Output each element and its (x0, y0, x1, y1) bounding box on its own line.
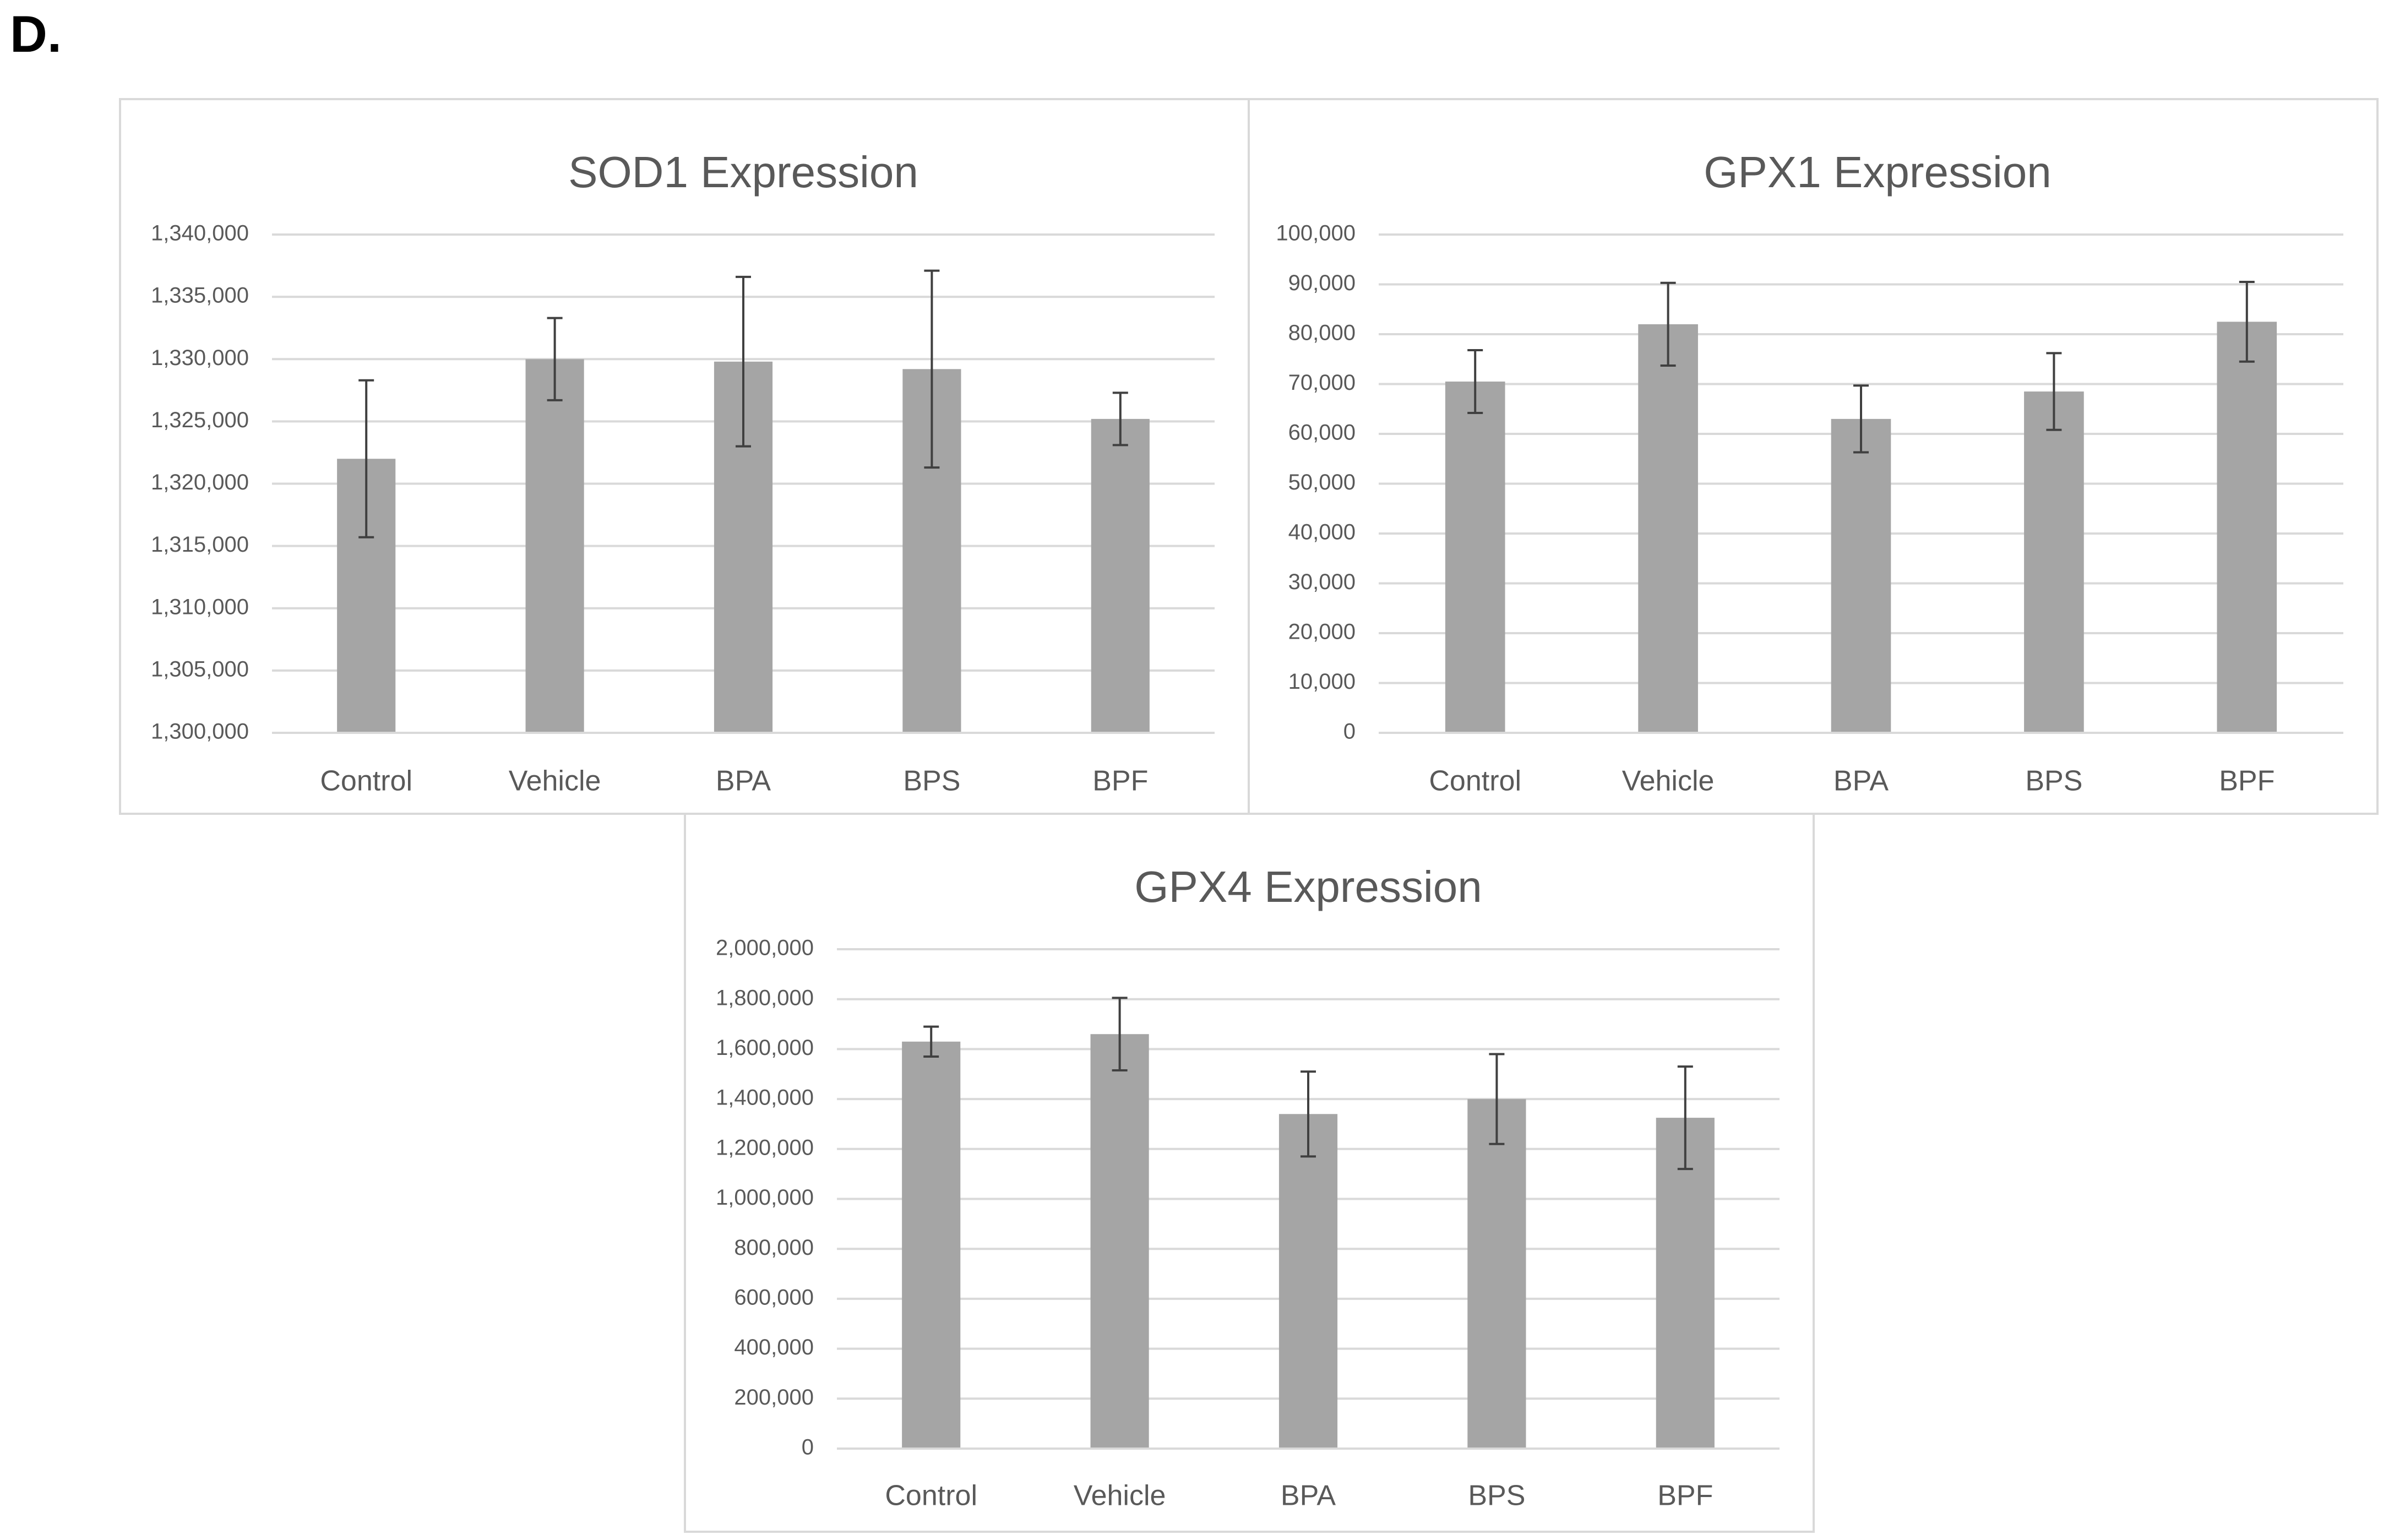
gpx4-y-tick-label: 600,000 (734, 1285, 814, 1309)
sod1-bar-vehicle (525, 359, 584, 733)
sod1-x-tick-label: BPS (903, 765, 960, 797)
gpx4-y-tick-label: 1,400,000 (716, 1086, 814, 1110)
gpx4-chart-svg: GPX4 Expression 0 200,000 400,000 600,000 800… (716, 862, 1780, 1512)
sod1-y-tick-label: 1,315,000 (151, 532, 249, 557)
gpx1-x-tick-label: Control (1429, 765, 1521, 797)
gpx4-x-tick-label: BPA (1281, 1480, 1336, 1512)
gpx4-y-tick-label: 1,000,000 (716, 1185, 814, 1210)
gpx4-bar-bpa (1278, 1114, 1338, 1449)
sod1-y-tick-label: 1,305,000 (151, 657, 249, 681)
gpx1-x-tick-label: Vehicle (1622, 765, 1715, 797)
sod1-y-tick-label: 1,300,000 (151, 720, 249, 744)
gpx4-y-tick-label: 1,600,000 (716, 1036, 814, 1060)
gpx4-bar-control (902, 1041, 961, 1449)
sod1-x-tick-label: BPF (1092, 765, 1148, 797)
gpx1-bar-vehicle (1638, 324, 1698, 733)
sod1-x-tick-label: Vehicle (509, 765, 601, 797)
panel-label: D. (10, 5, 62, 63)
gpx4-x-tick-label: Control (885, 1480, 977, 1512)
gpx4-chart-title: GPX4 Expression (1134, 862, 1482, 911)
gpx1-y-tick-label: 60,000 (1288, 421, 1356, 445)
gpx4-x-tick-label: BPS (1468, 1480, 1525, 1512)
sod1-y-tick-label: 1,325,000 (151, 408, 249, 432)
gpx4-y-tick-label: 800,000 (734, 1236, 814, 1260)
gpx1-y-tick-label: 40,000 (1288, 520, 1356, 545)
gpx4-y-tick-label: 0 (802, 1435, 814, 1460)
gpx1-bar-bpf (2217, 322, 2277, 733)
gpx1-x-tick-label: BPF (2219, 765, 2275, 797)
gpx1-y-tick-label: 0 (1343, 720, 1356, 744)
gpx1-y-tick-label: 100,000 (1276, 221, 1356, 246)
gpx1-chart-svg: GPX1 Expression 0 10,000 20,000 30,000 40,000… (1276, 148, 2343, 797)
gpx4-bar-vehicle (1090, 1034, 1149, 1449)
gpx1-bar-bpa (1831, 418, 1891, 733)
sod1-chart-svg: SOD1 Expression 1,300,000 1,305,000 1,310,0… (151, 148, 1215, 797)
gpx4-y-tick-label: 200,000 (734, 1385, 814, 1410)
gpx1-chart: GPX1 Expression 0 10,000 20,000 30,000 40,000… (1248, 98, 2379, 815)
gpx4-y-tick-label: 400,000 (734, 1335, 814, 1359)
gpx1-x-tick-label: BPS (2025, 765, 2082, 797)
gpx1-y-tick-label: 90,000 (1288, 271, 1356, 295)
sod1-y-tick-label: 1,335,000 (151, 284, 249, 308)
gpx1-x-tick-label: BPA (1833, 765, 1889, 797)
gpx4-bar-bps (1467, 1099, 1526, 1449)
gpx1-y-tick-label: 70,000 (1288, 371, 1356, 395)
gpx4-y-tick-label: 2,000,000 (716, 936, 814, 960)
gpx1-bar-bps (2024, 391, 2084, 733)
gpx1-y-tick-label: 50,000 (1288, 470, 1356, 494)
gpx4-y-tick-label: 1,800,000 (716, 986, 814, 1010)
gpx1-y-tick-label: 30,000 (1288, 570, 1356, 594)
gpx4-bar-bpf (1656, 1118, 1715, 1449)
gpx4-chart: GPX4 Expression 0 200,000 400,000 600,000 800… (684, 813, 1815, 1533)
sod1-y-tick-label: 1,330,000 (151, 346, 249, 370)
gpx1-bar-control (1445, 381, 1505, 733)
gpx4-y-tick-label: 1,200,000 (716, 1135, 814, 1160)
sod1-y-tick-label: 1,310,000 (151, 595, 249, 619)
gpx1-y-tick-label: 10,000 (1288, 670, 1356, 694)
gpx4-x-tick-label: BPF (1657, 1480, 1713, 1512)
sod1-chart-title: SOD1 Expression (568, 148, 918, 197)
gpx4-x-tick-label: Vehicle (1074, 1480, 1166, 1512)
sod1-chart: SOD1 Expression 1,300,000 1,305,000 1,310,0… (119, 98, 1250, 815)
sod1-bar-bpf (1091, 418, 1150, 733)
gpx1-chart-title: GPX1 Expression (1704, 148, 2051, 197)
gpx1-y-tick-label: 20,000 (1288, 620, 1356, 644)
sod1-y-tick-label: 1,320,000 (151, 470, 249, 494)
sod1-x-tick-label: BPA (716, 765, 771, 797)
sod1-x-tick-label: Control (320, 765, 412, 797)
gpx1-y-tick-label: 80,000 (1288, 321, 1356, 345)
sod1-y-tick-label: 1,340,000 (151, 221, 249, 246)
